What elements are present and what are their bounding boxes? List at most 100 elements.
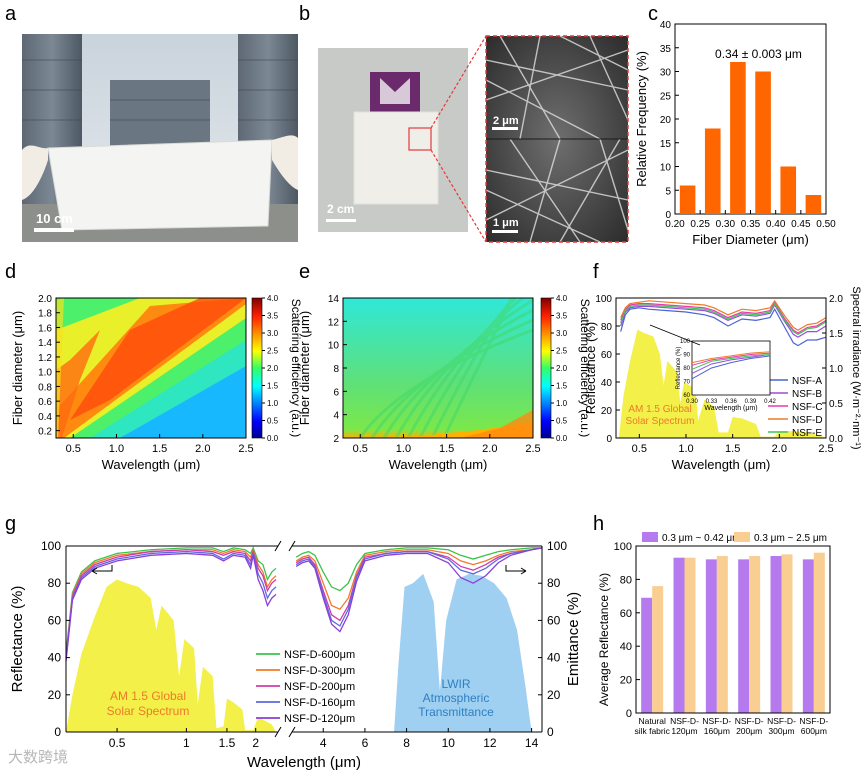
panel-a-scale-bar-label: 10 cm [36, 211, 73, 226]
chart-c-x-tick-label: 0.20 [665, 219, 685, 230]
chart-d-y-tick-label: 0.4 [38, 412, 52, 423]
chart-g-series-line-right [295, 547, 543, 611]
chart-d-colorbar-tick-label: 3.0 [267, 329, 279, 338]
sem-fiber [599, 138, 629, 231]
chart-d-heatmap-field [56, 298, 246, 438]
chart-g-x-tick-label: 0.5 [109, 736, 126, 750]
chart-g-lwir-label: Transmittance [418, 705, 494, 719]
chart-d-colorbar-tick-label: 3.5 [267, 312, 279, 321]
heatmap-e-ripple [370, 318, 533, 438]
chart-c-bar [704, 128, 721, 214]
chart-c-x-tick-label: 0.25 [690, 219, 710, 230]
chart-g-y-tick-label: 60 [48, 613, 62, 627]
chart-e-y-tick-label: 4 [333, 411, 339, 422]
chart-h-bar [652, 586, 664, 713]
chart-f-inset-y-tick-label: 90 [683, 353, 690, 359]
chart-g-x-tick-label: 14 [525, 736, 539, 750]
chart-h-category-label: NSF-D- [767, 716, 796, 726]
chart-f-inset-line [691, 352, 771, 366]
chart-d-colorbar-label: Scattering efficiency (a.u.) [289, 299, 303, 438]
chart-d-colorbar-tick-label: 1.5 [267, 382, 279, 391]
chart-d-colorbar-tick-label: 0.5 [267, 417, 279, 426]
panel-letter-h: h [593, 513, 604, 535]
panel-letter-f: f [593, 261, 599, 283]
chart-c-bar [805, 195, 822, 214]
chart-h-bar [684, 557, 696, 713]
chart-f-inset-x-tick-label: 0.30 [686, 399, 698, 405]
chart-g-y-tick-label: 100 [41, 539, 61, 553]
chart-e-x-label: Wavelength (μm) [389, 457, 488, 472]
chart-f-inset-y-tick-label: 80 [683, 366, 690, 372]
sem-fiber [485, 149, 629, 221]
chart-g-legend-label: NSF-D-120μm [284, 713, 355, 725]
chart-h-category-label: NSF-D- [702, 716, 731, 726]
panel-b-sem-scale-top: 2 μm [493, 115, 519, 127]
chart-h-category-label: 200μm [736, 726, 762, 736]
chart-f-inset-x-tick-label: 0.36 [725, 399, 737, 405]
chart-f-inset-y-tick-label: 60 [683, 393, 690, 399]
chart-f-series-line [620, 299, 827, 331]
chart-e-colorbar-label: Scattering efficiency (a.u.) [578, 299, 592, 438]
panel-letter-d: d [5, 261, 16, 283]
chart-g-y2-tick-label: 20 [547, 688, 561, 702]
panel-b-photo: 2 cm [318, 35, 487, 243]
panel-letter-c: c [648, 3, 658, 25]
chart-e-scattering-heatmap-large: 0.5 1.0 1.5 2.0 2.5 2 4 6 8 10 12 14 Wavelength (μm)… [297, 294, 592, 472]
chart-g-x-tick-label: 1 [183, 736, 190, 750]
chart-g-y-tick-label: 40 [48, 651, 62, 665]
sem-fiber [519, 35, 541, 140]
chart-h-category-label: silk fabric [634, 726, 670, 736]
chart-g-series-line-left [65, 547, 277, 658]
chart-g-lwir-label: LWIR [441, 677, 470, 691]
chart-g-solar-spectrum-area [66, 579, 276, 732]
chart-c-y-tick-label: 35 [660, 44, 672, 55]
chart-c-x-tick-label: 0.35 [741, 219, 761, 230]
chart-h-bar [673, 557, 685, 713]
chart-f-y2-tick-label: 0.0 [829, 434, 843, 445]
chart-f-legend-label: NSF-E [792, 428, 822, 439]
chart-d-x-tick-label: 1.5 [152, 443, 167, 455]
chart-f-inset-x-tick-label: 0.33 [706, 399, 718, 405]
chart-e-x-tick-label: 1.0 [396, 443, 411, 455]
chart-g-legend-label: NSF-D-160μm [284, 697, 355, 709]
chart-c-x-tick-label: 0.50 [816, 219, 836, 230]
chart-h-y-tick-label: 60 [620, 608, 632, 620]
chart-g-x-tick-label: 4 [320, 736, 327, 750]
chart-d-colorbar-tick-label: 0.0 [267, 434, 279, 443]
chart-f-solar-label: Solar Spectrum [626, 416, 695, 427]
chart-d-colorbar-tick-label: 2.0 [267, 364, 279, 373]
sem-fiber [485, 189, 601, 243]
chart-h-bar [738, 559, 750, 713]
chart-e-x-tick-label: 1.5 [439, 443, 454, 455]
chart-f-series-line [620, 303, 827, 338]
chart-e-colorbar-tick-label: 1.0 [556, 399, 568, 408]
chart-f-y-label: Reflectance (%) [583, 322, 598, 414]
chart-c-bar [730, 62, 746, 214]
chart-c-y-tick-label: 40 [660, 20, 672, 31]
chart-g-right-axis-arrow [505, 565, 526, 572]
chart-d-y-tick-label: 1.8 [38, 309, 52, 320]
chart-g-y-tick-label: 20 [48, 688, 62, 702]
chart-e-y-tick-label: 8 [333, 364, 339, 375]
chart-h-bar [802, 559, 814, 713]
chart-g-x-tick-label: 1.5 [219, 736, 236, 750]
chart-h-y-tick-label: 80 [620, 574, 632, 586]
chart-f-solar-spectrum-area [618, 329, 826, 438]
chart-e-heatmap-field [343, 298, 533, 438]
chart-f-y2-tick-label: 0.5 [829, 399, 843, 410]
chart-e-colorbar [540, 297, 552, 439]
chart-e-y-tick-label: 10 [328, 341, 340, 352]
chart-f-series-line [620, 301, 827, 334]
chart-g-series-line-left [65, 549, 277, 658]
chart-g-axis-break [274, 540, 282, 552]
chart-h-y-tick-label: 20 [620, 675, 632, 687]
chart-g-y2-tick-label: 80 [547, 576, 561, 590]
chart-f-x-tick-label: 1.0 [678, 443, 693, 455]
panel-letter-g: g [5, 513, 16, 535]
chart-g-x-tick-label: 12 [483, 736, 497, 750]
chart-e-x-tick-label: 2.5 [525, 443, 540, 455]
chart-g-lwir-transmittance-area [394, 573, 532, 732]
chart-f-y-tick-label: 40 [601, 378, 613, 389]
chart-h-y-tick-label: 100 [614, 541, 632, 553]
